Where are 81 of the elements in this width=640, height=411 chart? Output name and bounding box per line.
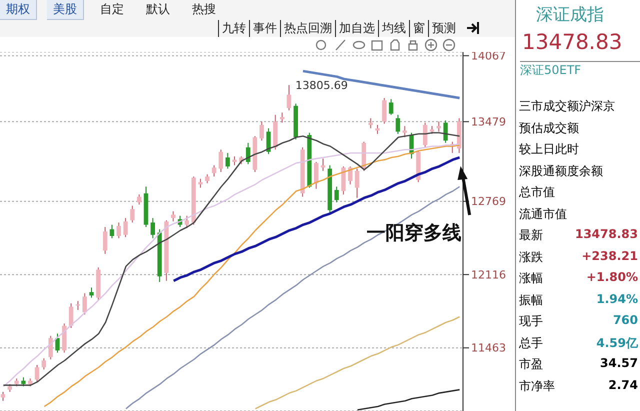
candlestick	[130, 205, 135, 224]
category-label: 均线	[378, 20, 409, 36]
category-label: 现手	[519, 313, 543, 330]
category-label: 窗	[409, 20, 428, 36]
category-label: 九转	[218, 20, 249, 36]
y-tick-label: 12769	[471, 195, 506, 208]
annotation: 13805.69	[295, 79, 348, 92]
candlestick	[368, 118, 373, 129]
category-label: 总市值	[519, 184, 555, 201]
candlestick	[136, 194, 142, 206]
candlestick	[341, 166, 346, 195]
candlestick	[116, 222, 121, 239]
candlestick	[348, 166, 352, 185]
candlestick	[225, 152, 230, 170]
candlestick	[260, 121, 264, 142]
category-label: 三市成交额沪深京	[519, 98, 615, 115]
category-label: 涨跌	[519, 248, 543, 266]
candlestick	[396, 114, 400, 134]
category-label: 加自选	[335, 20, 378, 36]
line-series	[356, 389, 460, 411]
text: 深证成指	[536, 4, 604, 26]
category-label: 事件	[249, 20, 280, 36]
category-label: 预测	[428, 20, 459, 36]
text: 13478.83	[522, 30, 622, 54]
candlestick	[82, 292, 87, 316]
line-series	[172, 156, 461, 282]
candlestick	[171, 210, 176, 222]
category-label: 流通市值	[519, 206, 567, 222]
y-tick-label: 12116	[471, 268, 506, 282]
candlestick	[110, 224, 114, 239]
category-label: 深股通额度余额	[519, 162, 603, 180]
line-series	[125, 186, 460, 410]
candlestick	[123, 218, 128, 238]
candlestick	[443, 120, 448, 144]
text: 1.94%	[596, 292, 638, 306]
candlestick	[184, 215, 190, 229]
category-label: 涨幅	[519, 270, 543, 287]
candlestick	[280, 112, 284, 124]
candlestick	[422, 122, 428, 148]
category-label: 美股	[47, 0, 84, 20]
category-label: 总手	[519, 334, 543, 352]
text: +238.21	[582, 248, 638, 262]
text: 2.74	[608, 378, 638, 392]
candlestick	[212, 164, 216, 178]
annotation: 一阳穿多线	[366, 222, 462, 244]
candlestick	[334, 186, 339, 203]
y-tick-label: 11463	[471, 342, 506, 355]
candlestick	[286, 84, 292, 111]
candlestick	[314, 161, 318, 190]
category-label: 热点回溯	[280, 20, 335, 36]
category-label: 较上日此时	[519, 141, 579, 158]
text: 13478.83	[574, 227, 638, 241]
candlestick	[218, 149, 224, 173]
text: 760	[612, 313, 638, 327]
candlestick	[34, 364, 40, 382]
candlestick	[388, 98, 394, 116]
candlestick	[102, 226, 108, 254]
candlestick	[382, 97, 386, 124]
candlestick	[246, 142, 250, 165]
category-label: 自定	[99, 0, 125, 18]
text: 深证50ETF	[520, 61, 640, 79]
candlestick	[42, 358, 46, 370]
y-tick-label: 13479	[471, 116, 506, 129]
category-label: 预估成交额	[519, 120, 579, 136]
category-label: 热搜	[191, 0, 217, 18]
category-label: 振幅	[519, 292, 543, 308]
category-label: 期权	[0, 0, 37, 20]
category-label: 默认	[145, 0, 171, 18]
candlestick	[89, 287, 94, 298]
category-label: 市净率	[519, 378, 555, 394]
candlestick	[402, 126, 407, 138]
line-series	[254, 316, 460, 410]
candlestick	[354, 168, 360, 198]
candlestick	[150, 218, 155, 239]
text: 34.57	[600, 356, 638, 370]
category-label: 最新	[519, 227, 543, 244]
category-label: 市盈	[519, 356, 543, 373]
candlestick	[436, 121, 441, 132]
candlestick	[68, 302, 74, 328]
text: 4.59亿	[596, 336, 638, 350]
text: +1.80%	[586, 270, 638, 284]
